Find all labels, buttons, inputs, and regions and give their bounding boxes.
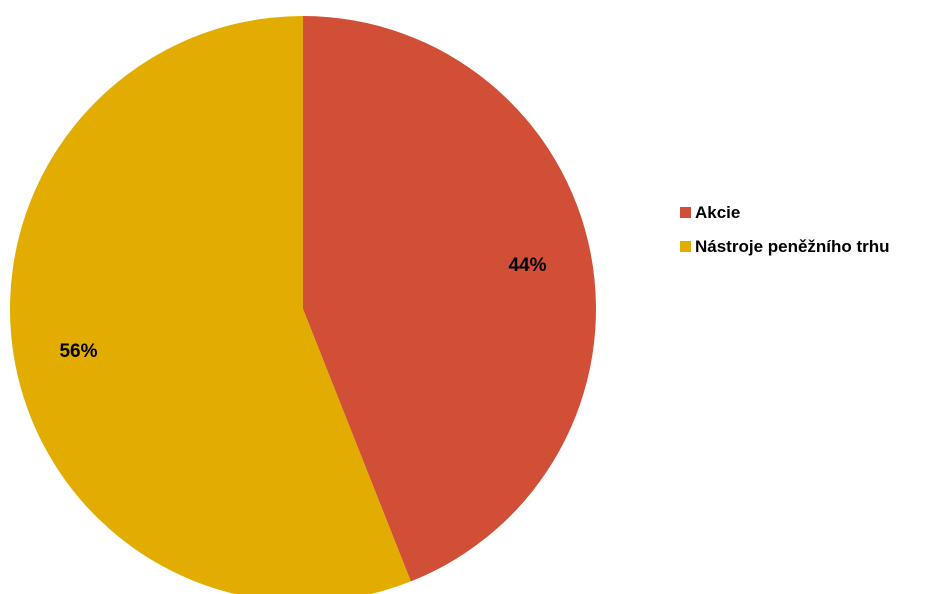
data-label-nastroje-penezniho-trhu: 56% <box>59 341 97 362</box>
pie-slices <box>10 16 596 594</box>
legend-item-nastroje-penezniho-trhu: Nástroje peněžního trhu <box>680 235 890 258</box>
pie-data-labels: 44% 56% <box>59 255 546 362</box>
data-label-akcie: 44% <box>508 255 546 276</box>
legend: Akcie Nástroje peněžního trhu <box>680 201 890 269</box>
pie-slice-nastroje-penezniho-trhu <box>10 16 411 594</box>
legend-item-akcie: Akcie <box>680 201 890 224</box>
legend-label-akcie: Akcie <box>695 202 741 222</box>
legend-label-nastroje-penezniho-trhu: Nástroje peněžního trhu <box>695 236 890 256</box>
legend-swatch-nastroje-penezniho-trhu <box>680 241 691 252</box>
pie-slice-akcie <box>303 16 596 582</box>
legend-swatch-akcie <box>680 207 691 218</box>
